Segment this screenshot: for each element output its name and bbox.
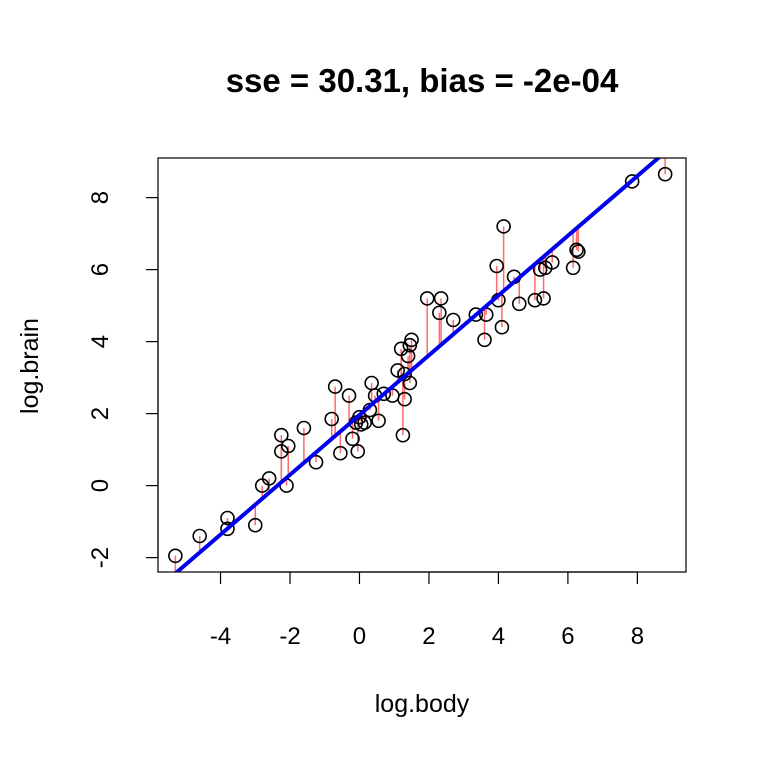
x-tick-label: 4 [492,623,505,650]
data-point [489,258,504,274]
data-point [395,427,411,443]
chart-title: sse = 30.31, bias = -2e-04 [226,62,619,99]
data-point [261,471,277,486]
x-tick-label: 0 [353,623,366,650]
data-point [345,431,360,447]
data-point [571,244,586,259]
regression-line [173,158,662,572]
data-point [432,305,447,321]
data-point [247,517,263,533]
y-tick-label: 0 [87,479,114,492]
regression-line-group [173,158,662,572]
y-tick-label: -2 [87,547,114,568]
data-point [400,348,416,364]
data-points [168,166,673,564]
y-axis: -2 0 2 4 6 8 [87,191,159,568]
data-point [192,528,207,544]
data-point [220,510,235,526]
data-point [327,379,343,394]
data-point [404,332,419,348]
data-point [333,445,348,461]
data-point [350,444,366,459]
data-point [419,291,435,306]
data-point [376,386,392,402]
x-tick-label: 8 [631,623,644,650]
data-point [390,363,405,378]
x-axis: -4 -2 0 2 4 6 8 [210,571,644,650]
data-point [341,388,357,403]
x-tick-label: -2 [279,623,300,650]
data-point [624,174,640,189]
x-tick-label: 6 [561,623,574,650]
data-point [565,260,581,276]
y-tick-label: 6 [87,263,114,276]
data-point [296,420,312,436]
y-axis-label: log.brain [16,318,44,414]
data-point [468,307,484,322]
data-point [511,296,527,312]
data-point [280,438,296,454]
x-tick-label: -4 [210,623,231,650]
data-point [477,332,492,348]
data-point [445,312,461,328]
data-point [494,319,510,335]
y-tick-label: 8 [87,191,114,204]
data-point [324,411,339,427]
y-tick-label: 2 [87,407,114,420]
data-point [308,454,324,470]
data-point [352,409,367,425]
data-point [402,375,418,391]
data-point [274,427,289,443]
data-point [433,291,449,306]
data-point [496,219,511,234]
y-tick-label: 4 [87,335,114,348]
x-tick-label: 2 [422,623,435,650]
data-point [220,521,235,537]
data-point [397,391,412,407]
data-point [371,413,386,429]
data-point [536,291,551,306]
data-point [357,415,372,430]
data-point [544,255,560,270]
x-axis-label: log.body [375,690,470,718]
data-point [569,242,584,258]
data-point [657,166,673,182]
data-point [168,548,183,564]
data-point [527,292,543,308]
